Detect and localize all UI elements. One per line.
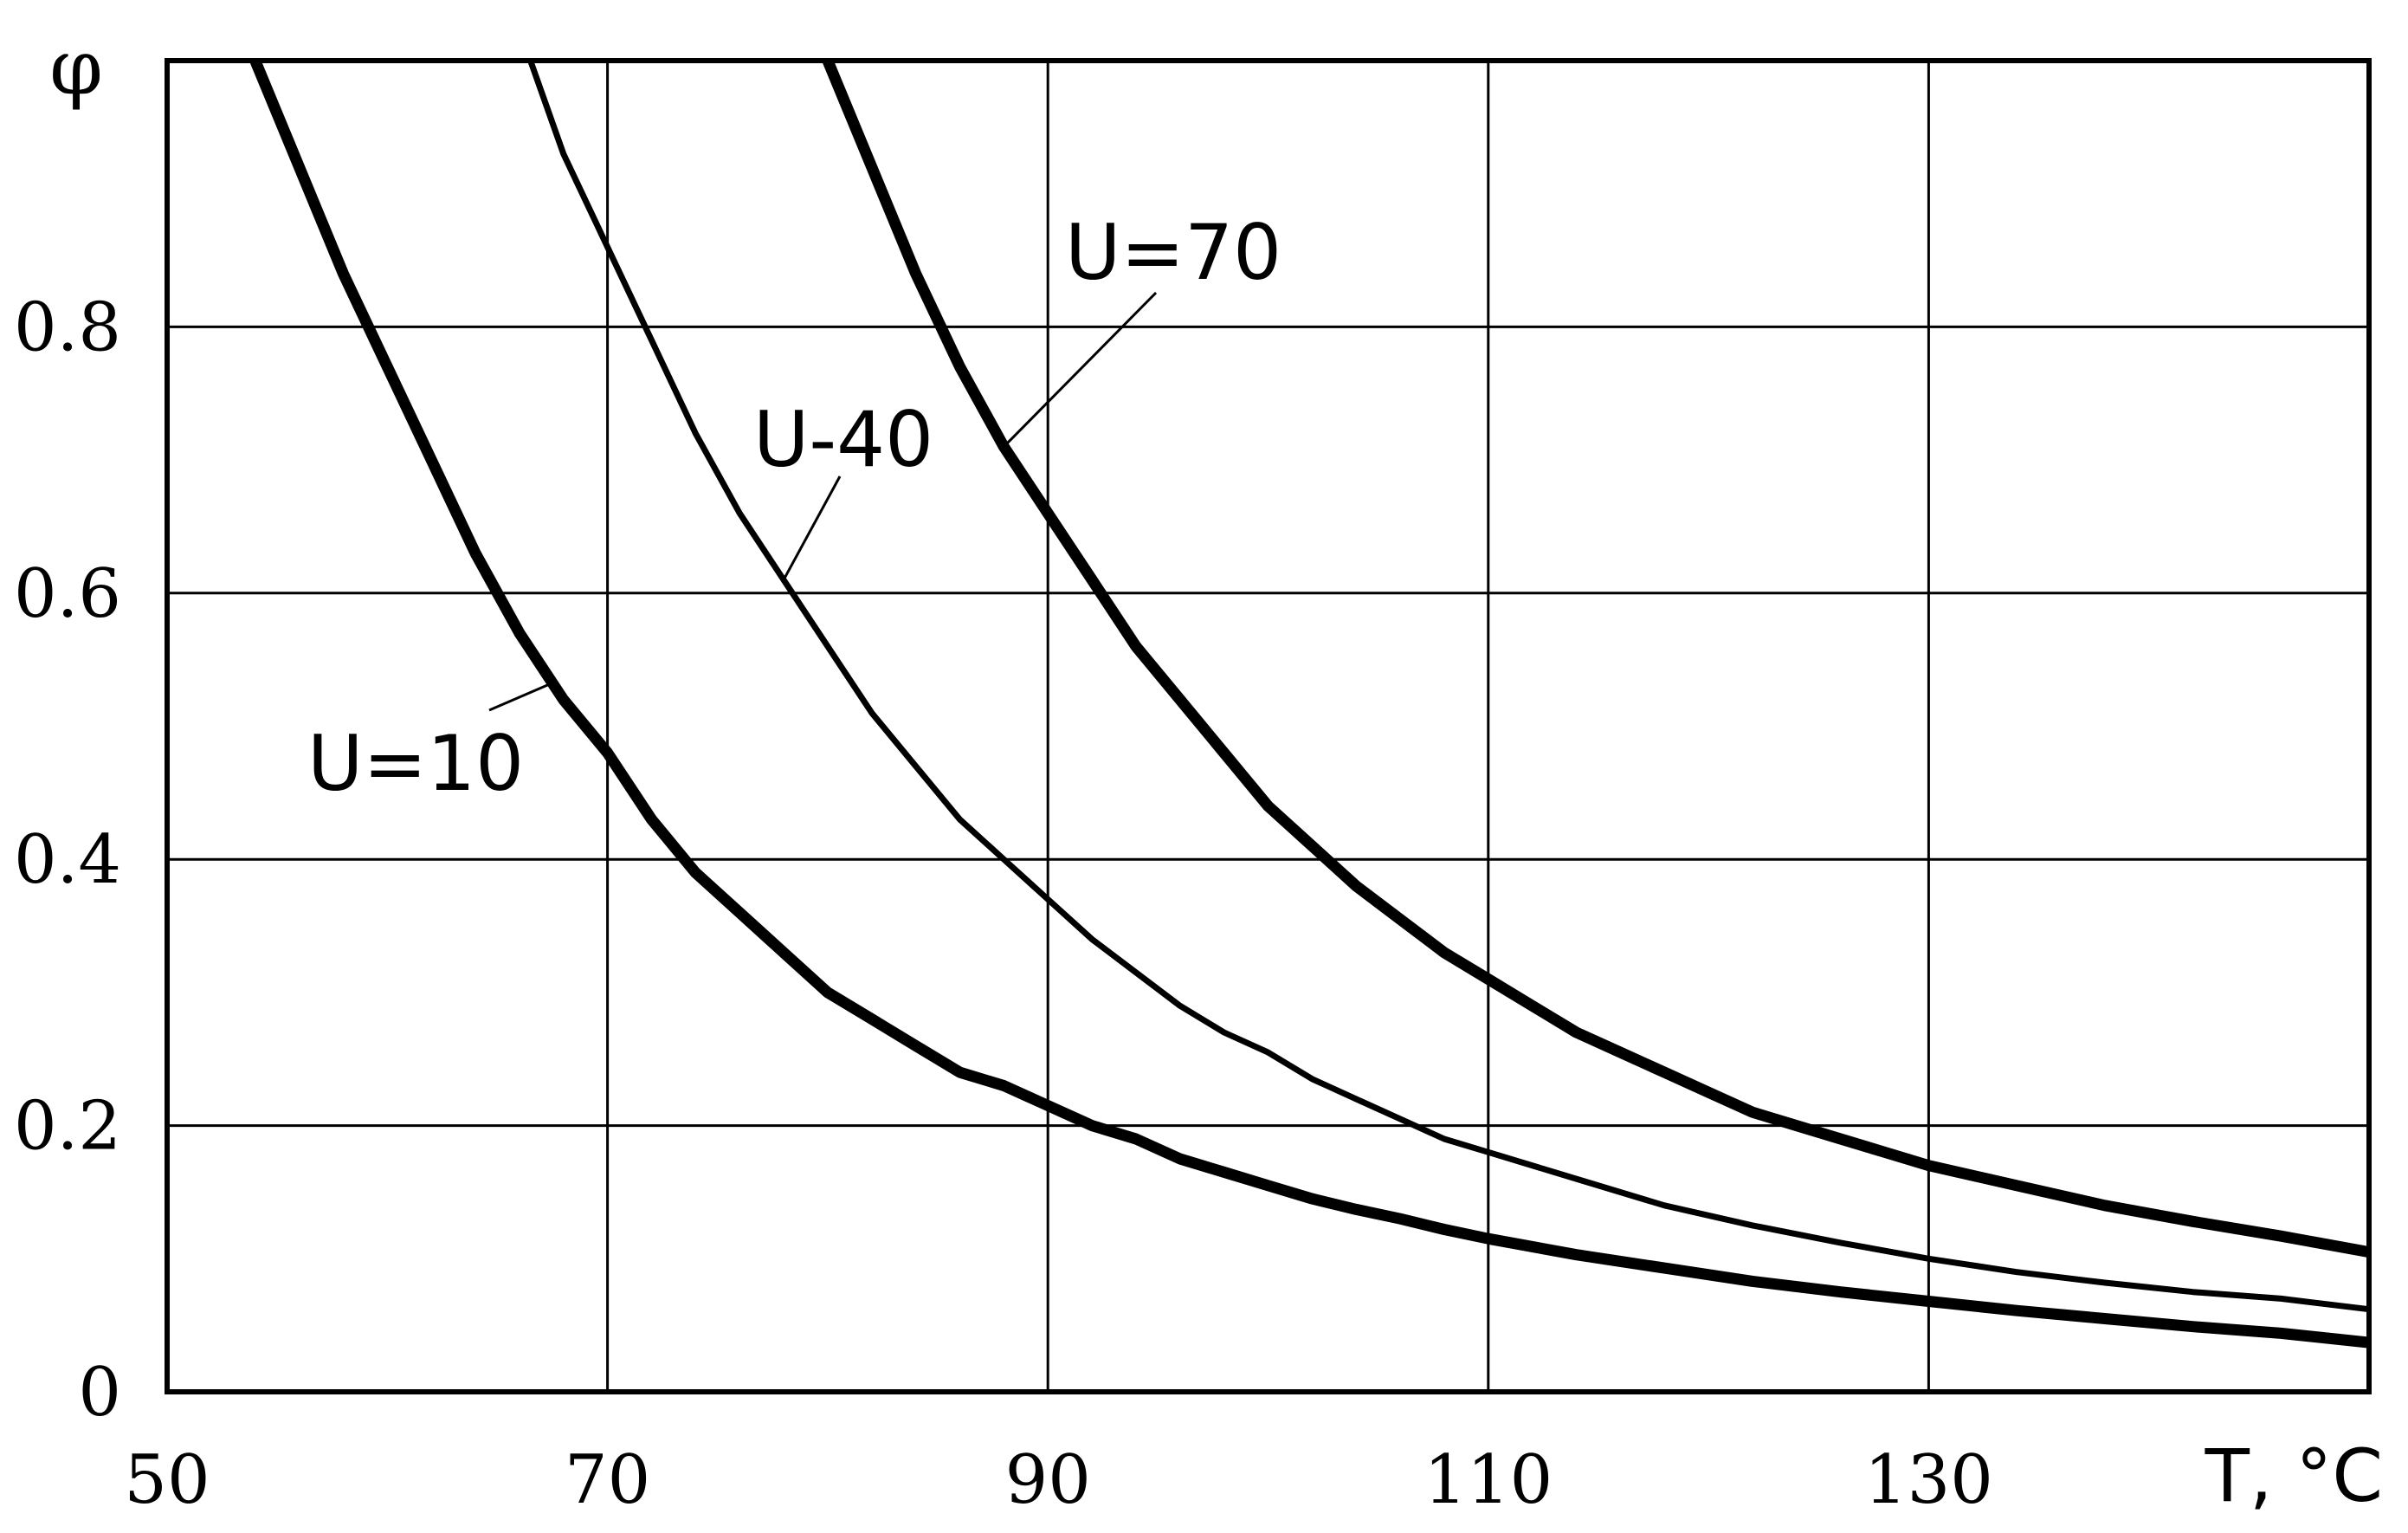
y-tick-label: 0.8 xyxy=(14,288,121,366)
series-line-U-40 xyxy=(527,59,2370,1313)
series-lines xyxy=(249,58,2371,1349)
annotation-leader-line xyxy=(1003,291,1158,448)
series-label: U-40 xyxy=(753,395,933,484)
series-label: U=10 xyxy=(307,719,524,808)
annotation-leader-line xyxy=(488,682,553,712)
annotation-leader-line xyxy=(782,475,842,581)
y-tick-label: 0.4 xyxy=(14,821,121,899)
tick-labels: 50 70 90 110 130 0 0.2 0.4 0.6 0.8 xyxy=(14,288,1993,1519)
x-tick-label: 90 xyxy=(1005,1441,1091,1519)
y-tick-label: 0 xyxy=(78,1354,121,1432)
series-line-U=70 xyxy=(822,58,2371,1258)
series-label: U=70 xyxy=(1065,208,1281,297)
x-tick-label: 110 xyxy=(1423,1441,1553,1519)
y-axis-label: φ xyxy=(49,23,103,112)
plot-frame xyxy=(165,58,2372,1394)
y-tick-label: 0.2 xyxy=(14,1088,121,1166)
grid-lines xyxy=(167,61,2369,1392)
series-line-U=10 xyxy=(249,58,2370,1349)
x-tick-label: 50 xyxy=(124,1441,210,1519)
x-tick-label: 130 xyxy=(1864,1441,1993,1519)
x-tick-label: 70 xyxy=(565,1441,650,1519)
y-tick-label: 0.6 xyxy=(14,555,121,633)
series-annotations: U=10 U-40 U=70 xyxy=(307,208,1281,808)
x-axis-label: T, °C xyxy=(2205,1433,2383,1518)
